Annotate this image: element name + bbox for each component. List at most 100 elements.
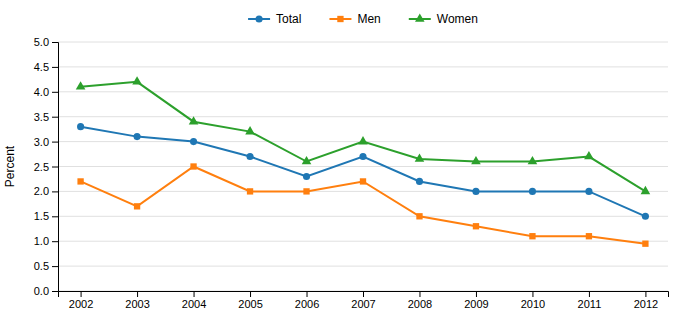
- point: [246, 153, 253, 160]
- x-axis: 2002 2003 2004 2005 2006 2007 2008 2009 2010 2011…: [59, 291, 669, 310]
- chart: 2002 2003 2004 2005 2006 2007 2008 2009 2010 2011…: [0, 0, 690, 321]
- point: [585, 188, 592, 195]
- grid-line: [58, 116, 668, 117]
- y-tick-mark: [52, 216, 58, 217]
- x-tick-mark: [645, 291, 646, 297]
- legend-label: Total: [276, 12, 301, 26]
- y-tick: 4.0: [34, 86, 58, 98]
- x-tick: 2005: [238, 291, 262, 310]
- x-tick: 2003: [125, 291, 149, 310]
- grid: [58, 42, 668, 291]
- y-tick-label: 3.5: [34, 111, 49, 123]
- x-tick-label: 2003: [125, 298, 149, 310]
- y-tick-label: 5.0: [34, 36, 49, 48]
- y-tick-label: 0.0: [34, 285, 49, 297]
- legend-marker: [337, 16, 343, 22]
- y-tick-mark: [52, 291, 58, 292]
- x-tick-label: 2005: [238, 298, 262, 310]
- point: [134, 203, 140, 209]
- y-tick: 2.0: [34, 185, 58, 197]
- point: [190, 138, 197, 145]
- series: [76, 76, 650, 194]
- point: [77, 123, 84, 130]
- legend-item: Men: [329, 12, 380, 26]
- grid-line: [58, 42, 668, 43]
- point: [471, 156, 481, 164]
- y-tick: 1.0: [34, 235, 58, 247]
- point: [76, 81, 86, 89]
- point: [415, 153, 425, 161]
- y-tick-mark: [52, 142, 58, 143]
- x-tick: 2009: [464, 291, 488, 310]
- point: [416, 178, 423, 185]
- x-tick-mark: [81, 291, 82, 297]
- series-area: [76, 76, 650, 247]
- point: [529, 188, 536, 195]
- y-tick-mark: [52, 167, 58, 168]
- legend-marker: [256, 15, 263, 22]
- x-tick: 2010: [521, 291, 545, 310]
- point: [132, 76, 142, 84]
- line: [81, 127, 646, 217]
- legend: TotalMenWomen: [248, 12, 478, 26]
- legend-item: Total: [248, 12, 301, 26]
- y-tick-mark: [52, 191, 58, 192]
- x-tick-label: 2008: [408, 298, 432, 310]
- series: [77, 123, 649, 220]
- point: [584, 151, 594, 159]
- grid-line: [58, 66, 668, 67]
- x-tick: 2012: [634, 291, 658, 310]
- y-tick: 1.5: [34, 210, 58, 222]
- x-tick: 2006: [295, 291, 319, 310]
- line: [81, 82, 646, 192]
- point: [245, 126, 255, 134]
- x-tick-label: 2002: [69, 298, 93, 310]
- point: [642, 213, 649, 220]
- y-tick-label: 0.5: [34, 260, 49, 272]
- y-tick-label: 1.5: [34, 210, 49, 222]
- grid-line: [58, 216, 668, 217]
- point: [473, 223, 479, 229]
- y-tick: 4.5: [34, 61, 58, 73]
- x-tick: 2008: [408, 291, 432, 310]
- x-tick-label: 2012: [634, 298, 658, 310]
- grid-line: [58, 166, 668, 167]
- point: [642, 241, 648, 247]
- point: [528, 156, 538, 164]
- grid-line: [58, 241, 668, 242]
- y-tick: 0.0: [34, 285, 58, 297]
- point: [472, 188, 479, 195]
- x-tick-mark: [532, 291, 533, 297]
- x-tick-label: 2010: [521, 298, 545, 310]
- x-tick-label: 2006: [295, 298, 319, 310]
- y-tick-label: 3.0: [34, 136, 49, 148]
- y-tick-label: 4.5: [34, 61, 49, 73]
- legend-label: Men: [357, 12, 380, 26]
- y-tick-mark: [52, 266, 58, 267]
- point: [303, 188, 309, 194]
- x-tick: 2007: [351, 291, 375, 310]
- x-tick-label: 2011: [578, 298, 602, 310]
- x-tick-mark: [589, 291, 590, 297]
- y-tick: 5.0: [34, 36, 58, 48]
- x-tick-mark: [250, 291, 251, 297]
- x-tick-mark: [419, 291, 420, 297]
- y-axis-line: [52, 43, 59, 292]
- y-tick-mark: [52, 117, 58, 118]
- y-tick: 0.5: [34, 260, 58, 272]
- point: [189, 116, 199, 124]
- point: [247, 188, 253, 194]
- point: [641, 186, 651, 194]
- x-tick-label: 2004: [182, 298, 206, 310]
- x-tick-mark: [476, 291, 477, 297]
- y-tick: 3.5: [34, 111, 58, 123]
- y-tick-mark: [52, 67, 58, 68]
- y-axis: 0.00.51.01.52.02.53.03.54.04.55.0: [34, 36, 59, 297]
- point: [190, 163, 196, 169]
- point: [416, 213, 422, 219]
- line: [81, 167, 646, 244]
- x-tick-label: 2009: [464, 298, 488, 310]
- point: [529, 233, 535, 239]
- point: [358, 136, 368, 144]
- y-tick-label: 1.0: [34, 235, 49, 247]
